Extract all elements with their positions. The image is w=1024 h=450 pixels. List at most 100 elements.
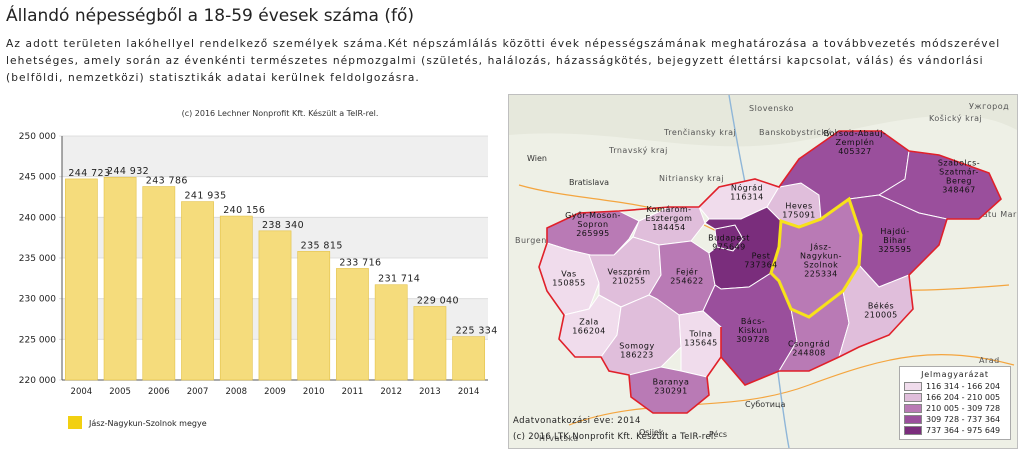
data-label: 244 723 (68, 168, 110, 179)
map-source-credit: (c) 2016 LTK Nonprofit Kft. Készült a Te… (513, 432, 717, 442)
map-place-label: Hrvatska (539, 434, 579, 443)
y-tick-label: 245 000 (19, 173, 56, 183)
x-tick-label: 2012 (380, 387, 402, 397)
map-data-year-note: Adatvonatkozási éve: 2014 (513, 416, 641, 426)
legend-label: Jász-Nagykun-Szolnok megye (88, 419, 207, 428)
county-label: Komárom-Esztergom 184454 (646, 205, 693, 232)
highlighted-county-outline (769, 196, 863, 319)
county-label: Szabolcs-Szatmár-Bereg 348467 (938, 159, 980, 195)
y-tick-label: 220 000 (19, 376, 56, 386)
data-label: 243 786 (146, 176, 188, 187)
map-legend-label: 309 728 - 737 364 (926, 415, 1001, 424)
bar (142, 186, 176, 381)
y-tick-label: 250 000 (19, 132, 56, 142)
data-label: 229 040 (417, 295, 459, 306)
chart-credit-title: (c) 2016 Lechner Nonprofit Kft. Készült … (182, 108, 379, 118)
map-legend-label: 737 364 - 975 649 (926, 426, 1001, 435)
map-place-label: Banskobystrický kraj (759, 128, 852, 137)
map-legend-swatch (904, 382, 922, 391)
x-tick-label: 2011 (342, 387, 364, 397)
bar (336, 268, 369, 381)
page-description: Az adott területen lakóhellyel rendelkez… (6, 38, 1001, 84)
map-place-label: Ужгород (969, 102, 1009, 111)
x-tick-label: 2010 (303, 387, 325, 397)
county-label: Zala 166204 (572, 318, 606, 336)
data-label: 235 815 (301, 240, 343, 251)
county-label: Csongrád 244808 (788, 340, 830, 358)
map-legend-swatch (904, 404, 922, 413)
data-label: 225 334 (456, 326, 498, 337)
map-place-label: Pécs (709, 429, 727, 439)
data-label: 231 714 (378, 274, 420, 285)
county-label: Heves 175091 (782, 202, 816, 220)
map-place-label: Bratislava (569, 178, 609, 187)
bar (103, 176, 137, 381)
map-place-label: Satu Mare (977, 210, 1017, 219)
data-label: 244 932 (107, 166, 149, 177)
y-tick-label: 230 000 (19, 295, 56, 305)
x-tick-label: 2006 (148, 387, 170, 397)
map-legend-item: 166 204 - 210 005 (904, 392, 1006, 403)
data-label: 233 716 (339, 257, 381, 268)
county-label: Tolna 135645 (684, 330, 718, 348)
data-label: 238 340 (262, 220, 304, 231)
map-place-label: Arad (979, 356, 1000, 365)
bar (452, 336, 486, 381)
x-tick-label: 2005 (109, 387, 131, 397)
map-legend-label: 166 204 - 210 005 (926, 393, 1001, 402)
county-label: Fejér 254622 (670, 267, 704, 286)
map-place-label: Суботица (745, 400, 785, 409)
map-legend-title: Jelmagyarázat (921, 370, 989, 379)
map-place-label: Nitriansky kraj (659, 174, 724, 183)
y-tick-label: 225 000 (19, 335, 56, 345)
map-place-label: Košický kraj (929, 113, 982, 123)
county-label: Somogy 186223 (619, 342, 654, 360)
map-panel[interactable]: Slovensko Wien Bratislava Burgenland Banskob… (508, 94, 1018, 449)
bar (297, 251, 331, 381)
county-label: Jász-Nagykun-Szolnok 225334 (800, 243, 842, 279)
county-label: Veszprém 210255 (607, 267, 650, 286)
bar (181, 201, 214, 381)
county-label: Pest 737364 (744, 252, 778, 270)
map-place-label: Trenčiansky kraj (663, 127, 736, 137)
map-legend-swatch (904, 415, 922, 424)
x-tick-label: 2008 (225, 387, 247, 397)
x-tick-label: 2014 (458, 387, 480, 397)
bar (219, 215, 253, 381)
legend-swatch (68, 416, 82, 429)
map-legend-swatch (904, 393, 922, 402)
x-tick-label: 2009 (264, 387, 286, 397)
map-legend: Jelmagyarázat 116 314 - 166 204 166 204 -… (899, 366, 1011, 440)
map-place-label: Burgenland (515, 236, 566, 245)
x-tick-label: 2007 (187, 387, 209, 397)
map-legend-item: 737 364 - 975 649 (904, 425, 1006, 436)
map-legend-label: 210 005 - 309 728 (926, 404, 1001, 413)
county-label: Baranya 230291 (653, 378, 690, 396)
bar (258, 230, 292, 381)
map-legend-item: 116 314 - 166 204 (904, 381, 1006, 392)
map-legend-item: 210 005 - 309 728 (904, 403, 1006, 414)
county-label: Budapest 975649 (708, 234, 750, 252)
bar (374, 284, 408, 381)
country-border (538, 130, 1002, 414)
road-line (568, 354, 1015, 426)
map-legend-label: 116 314 - 166 204 (926, 382, 1001, 391)
bar-chart: (c) 2016 Lechner Nonprofit Kft. Készült … (19, 108, 498, 429)
map-legend-item: 309 728 - 737 364 (904, 414, 1006, 425)
data-label: 241 935 (184, 191, 226, 202)
map-place-label: Slovensko (749, 104, 794, 113)
map-place-label: Wien (527, 154, 547, 163)
county-label: Vas 150855 (552, 270, 586, 288)
map-place-label: Trnavský kraj (608, 146, 668, 155)
bar (64, 178, 98, 381)
county-label: Hajdú-Bihar 325595 (878, 227, 912, 254)
map-legend-swatch (904, 426, 922, 435)
terrain-shade (509, 95, 1017, 147)
page-title: Állandó népességből a 18-59 évesek száma… (6, 6, 415, 26)
county-label: Borsod-Abaúj-Zemplén 405327 (824, 129, 887, 156)
map-place-label: Osijek (639, 428, 664, 437)
data-label: 240 156 (223, 205, 265, 216)
county-label: Békés 210005 (864, 301, 898, 320)
x-tick-label: 2013 (419, 387, 441, 397)
y-tick-label: 235 000 (19, 254, 56, 264)
